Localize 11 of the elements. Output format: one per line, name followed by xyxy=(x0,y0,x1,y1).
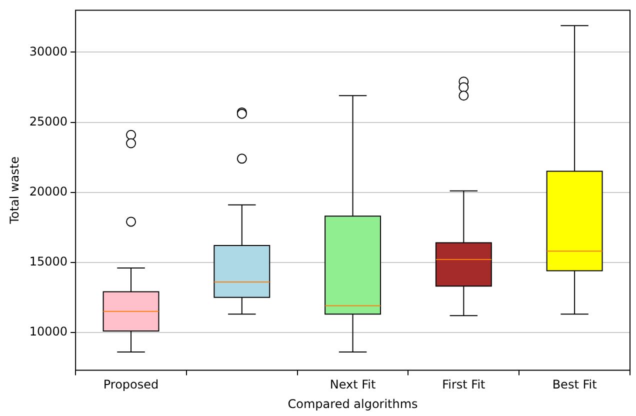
y-axis-title: Total waste xyxy=(7,156,22,225)
x-tick-label: Best Fit xyxy=(552,378,598,392)
y-tick-label: 15000 xyxy=(29,254,68,268)
y-tick-label: 30000 xyxy=(29,44,68,58)
x-axis-title: Compared algorithms xyxy=(288,396,418,411)
y-tick-label: 20000 xyxy=(29,184,68,198)
x-tick-label: First Fit xyxy=(442,378,486,392)
y-tick-label: 25000 xyxy=(29,114,68,128)
y-tick-label: 10000 xyxy=(29,324,68,339)
x-tick-label: Next Fit xyxy=(330,378,376,392)
x-tick-label: Proposed xyxy=(103,378,159,392)
